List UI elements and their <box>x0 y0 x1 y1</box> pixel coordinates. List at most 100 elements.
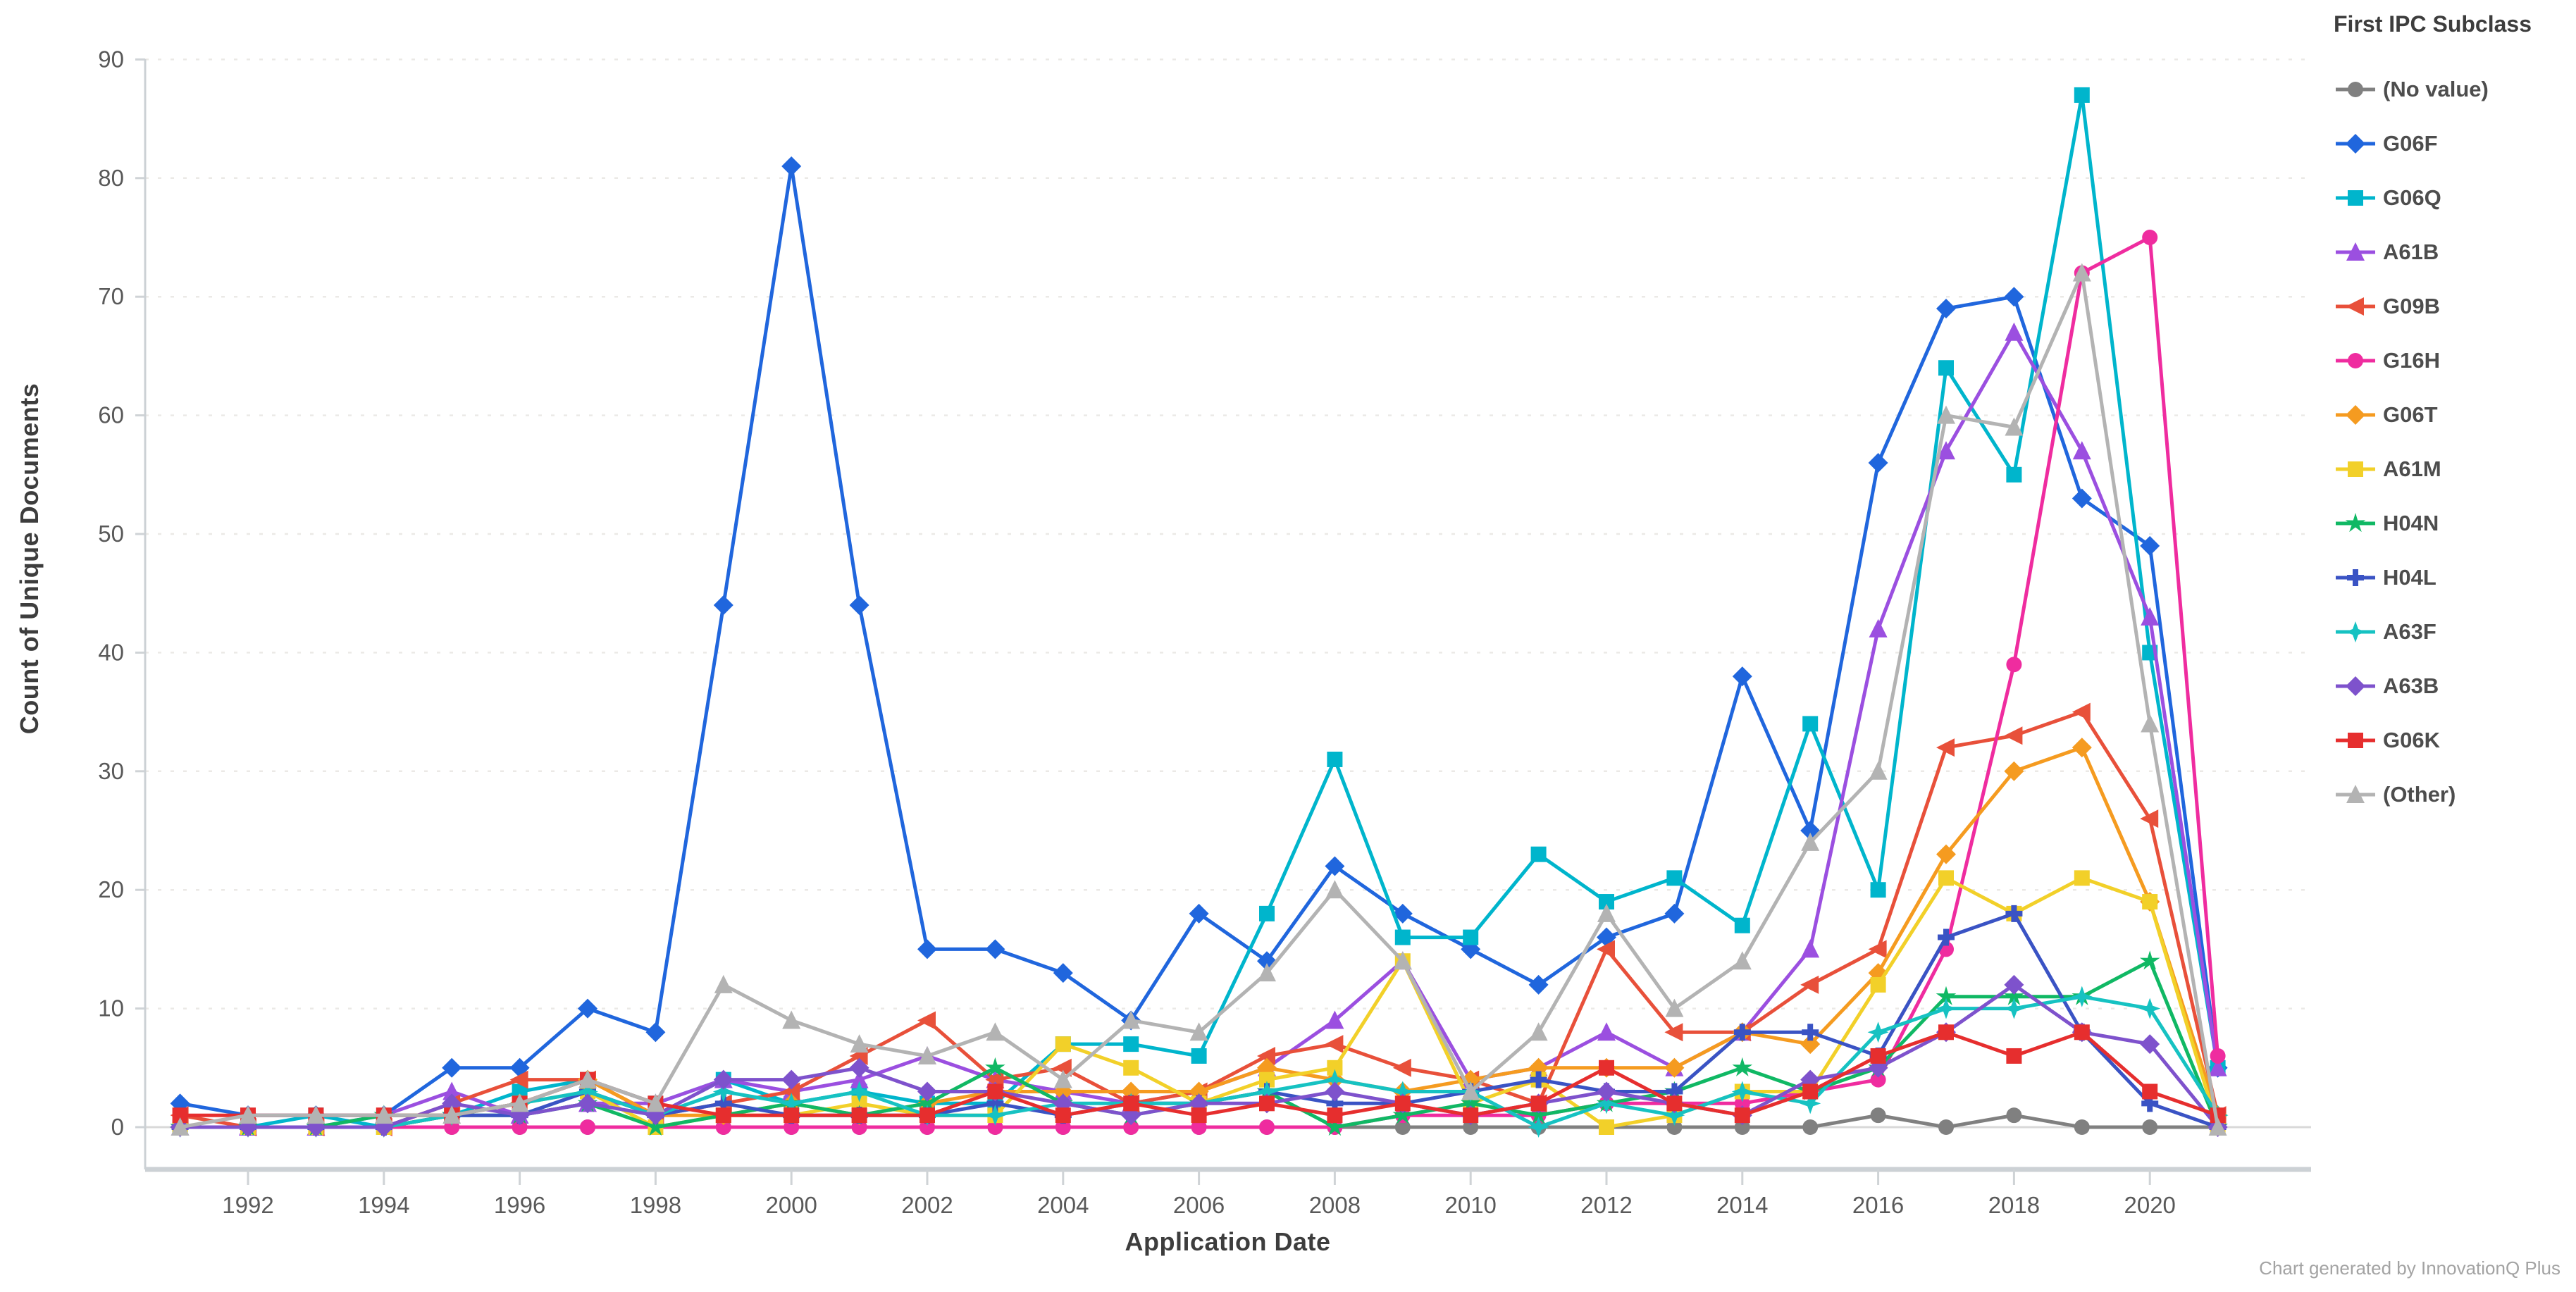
point-h04n-2011[interactable] <box>1528 1105 1549 1124</box>
point-g09b-2013[interactable] <box>1664 1023 1683 1042</box>
point-a61m-2008[interactable] <box>1327 1060 1343 1076</box>
point-g09b-2012[interactable] <box>1597 940 1615 959</box>
point-g06t-2019[interactable] <box>2072 738 2092 758</box>
point-h04l-2013[interactable] <box>1666 1083 1683 1100</box>
point-a61b-2021[interactable] <box>2208 1057 2227 1076</box>
point-g06k-2008[interactable] <box>1327 1107 1343 1124</box>
point-g09b-2015[interactable] <box>1800 975 1819 994</box>
point-g06t-2015[interactable] <box>1800 1034 1821 1055</box>
point-a63f-2008[interactable] <box>1324 1069 1346 1091</box>
point-g06k-2019[interactable] <box>2074 1024 2090 1041</box>
legend-item-g06t[interactable]: G06T <box>2334 402 2573 428</box>
point-h04n-2014[interactable] <box>1732 1057 1753 1076</box>
series-a61b[interactable] <box>171 322 2227 1136</box>
point-g09b-2000[interactable] <box>781 1082 800 1101</box>
point-h04l-2008[interactable] <box>1326 1095 1344 1112</box>
point-h04n-2008[interactable] <box>1325 1117 1345 1136</box>
point-a61b-2019[interactable] <box>2072 441 2091 460</box>
point-g06k-2013[interactable] <box>1666 1095 1683 1112</box>
point-g06f-2013[interactable] <box>1664 903 1685 924</box>
point-other-2009[interactable] <box>1393 951 1412 970</box>
point-g06f-1999[interactable] <box>713 595 733 616</box>
point-g06k-2012[interactable] <box>1599 1060 1614 1076</box>
point-other-2018[interactable] <box>2005 417 2024 436</box>
point-other-2007[interactable] <box>1258 963 1276 982</box>
point-g16h-2021[interactable] <box>2210 1048 2226 1064</box>
point-other-2010[interactable] <box>1461 1081 1480 1100</box>
point-no-value-2017[interactable] <box>1938 1119 1954 1135</box>
point-g06k-2001[interactable] <box>851 1107 867 1124</box>
point-no-value-2015[interactable] <box>1802 1119 1819 1135</box>
point-a61b-2008[interactable] <box>1325 1010 1344 1029</box>
point-g09b-2007[interactable] <box>1257 1046 1275 1065</box>
point-a63f-2003[interactable] <box>984 1105 1006 1126</box>
point-other-2011[interactable] <box>1529 1022 1548 1041</box>
legend-item-h04n[interactable]: H04N <box>2334 511 2573 536</box>
point-g16h-2002[interactable] <box>919 1119 935 1135</box>
point-a63b-2012[interactable] <box>1597 1081 1616 1102</box>
point-g16h-2014[interactable] <box>1734 1095 1750 1112</box>
point-other-2015[interactable] <box>1801 832 1820 851</box>
point-g16h-2000[interactable] <box>784 1119 800 1135</box>
series-g06q[interactable] <box>172 87 2226 1135</box>
series-g16h[interactable] <box>172 230 2226 1135</box>
point-g06q-2011[interactable] <box>1530 846 1547 862</box>
point-a61m-2004[interactable] <box>1055 1036 1071 1052</box>
point-g06f-2016[interactable] <box>1868 452 1888 473</box>
point-no-value-2020[interactable] <box>2142 1119 2158 1135</box>
legend-item-a63b[interactable]: A63B <box>2334 673 2573 699</box>
point-g06q-2017[interactable] <box>1938 360 1954 376</box>
point-g06k-2018[interactable] <box>2006 1048 2022 1064</box>
point-g06q-2012[interactable] <box>1599 894 1614 910</box>
point-no-value-2016[interactable] <box>1870 1107 1886 1124</box>
point-a63f-2007[interactable] <box>1256 1081 1277 1102</box>
point-h04n-2010[interactable] <box>1460 1093 1481 1112</box>
point-no-value-2014[interactable] <box>1734 1119 1750 1135</box>
point-g16h-2006[interactable] <box>1191 1119 1207 1135</box>
point-g06q-1996[interactable] <box>512 1083 528 1100</box>
point-g16h-2005[interactable] <box>1123 1119 1139 1135</box>
point-no-value-2019[interactable] <box>2074 1119 2090 1135</box>
point-other-2020[interactable] <box>2141 714 2160 733</box>
point-a63f-2009[interactable] <box>1392 1081 1413 1102</box>
point-g06f-2011[interactable] <box>1528 974 1549 995</box>
legend-item-g06k[interactable]: G06K <box>2334 728 2573 753</box>
point-h04l-2017[interactable] <box>1938 928 1955 946</box>
point-h04l-2020[interactable] <box>2141 1095 2159 1112</box>
point-h04l-2018[interactable] <box>2005 905 2023 922</box>
point-a61b-2018[interactable] <box>2005 322 2024 341</box>
point-other-1994[interactable] <box>374 1105 393 1124</box>
point-a61m-2007[interactable] <box>1259 1072 1275 1088</box>
point-g16h-2004[interactable] <box>1055 1119 1071 1135</box>
series-g06f[interactable] <box>170 156 2228 1126</box>
point-g16h-2007[interactable] <box>1259 1119 1275 1135</box>
point-g06q-2015[interactable] <box>1802 716 1819 732</box>
point-a61m-2001[interactable] <box>851 1095 867 1112</box>
point-other-1999[interactable] <box>714 974 733 993</box>
point-a63f-2013[interactable] <box>1664 1105 1685 1126</box>
point-g06f-1995[interactable] <box>442 1057 462 1078</box>
point-g06f-2004[interactable] <box>1053 963 1073 983</box>
point-g06f-1997[interactable] <box>578 998 597 1019</box>
legend-item-h04l[interactable]: H04L <box>2334 565 2573 590</box>
point-g16h-2020[interactable] <box>2142 230 2158 245</box>
point-h04n-2009[interactable] <box>1392 1105 1413 1124</box>
point-g06f-2001[interactable] <box>849 595 869 616</box>
series-g06t[interactable] <box>170 738 2228 1137</box>
point-g09b-2004[interactable] <box>1053 1058 1072 1077</box>
point-g06q-2008[interactable] <box>1327 751 1343 767</box>
point-g06k-1999[interactable] <box>715 1107 731 1124</box>
legend-item-a61b[interactable]: A61B <box>2334 240 2573 265</box>
point-a61m-2005[interactable] <box>1123 1060 1139 1076</box>
point-no-value-2018[interactable] <box>2006 1107 2022 1124</box>
point-g06q-2013[interactable] <box>1666 870 1683 886</box>
point-other-1997[interactable] <box>578 1069 597 1088</box>
point-g06q-2016[interactable] <box>1870 882 1886 898</box>
point-a63b-2008[interactable] <box>1325 1081 1345 1102</box>
point-a61b-2017[interactable] <box>1937 441 1955 460</box>
point-g06k-1991[interactable] <box>172 1107 188 1124</box>
point-h04n-2018[interactable] <box>2004 986 2024 1005</box>
point-g06k-2006[interactable] <box>1191 1107 1207 1124</box>
point-no-value-2009[interactable] <box>1394 1119 1411 1135</box>
legend-item-other[interactable]: (Other) <box>2334 782 2573 807</box>
